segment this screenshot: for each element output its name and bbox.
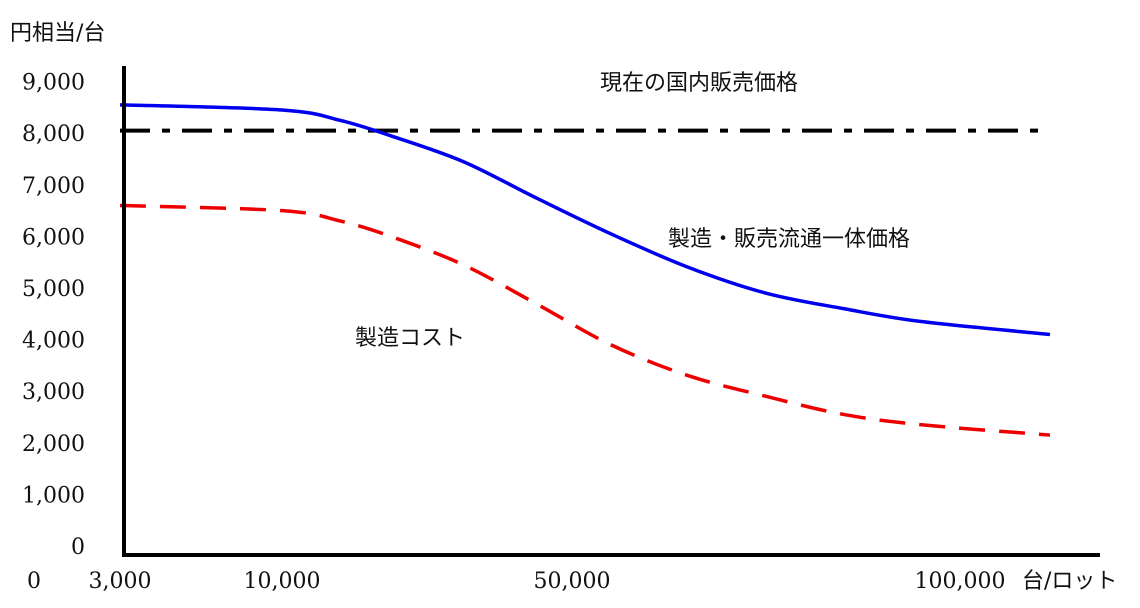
y-tick-label: 0 [71, 535, 85, 560]
y-axis-ticks: 0 1,000 2,000 3,000 4,000 5,000 6,000 7,000 8,00… [22, 71, 85, 560]
x-tick-label: 0 [27, 569, 41, 594]
x-tick-label: 50,000 [534, 569, 611, 594]
y-tick-label: 1,000 [22, 483, 85, 508]
series-solid-line [119, 103, 1051, 337]
y-tick-label: 3,000 [22, 380, 85, 405]
x-tick-label: 100,000 [915, 569, 1006, 594]
series-layer [119, 103, 1051, 437]
y-axis-unit-label: 円相当/台 [10, 21, 105, 46]
y-tick-label: 7,000 [22, 174, 85, 199]
y-tick-label: 8,000 [22, 122, 85, 147]
x-axis-unit-label: 台/ロット [1022, 569, 1117, 594]
x-axis-ticks: 0 3,000 10,000 50,000 100,000 [27, 569, 1005, 594]
y-tick-label: 4,000 [22, 329, 85, 354]
x-tick-label: 10,000 [244, 569, 321, 594]
y-tick-label: 6,000 [22, 225, 85, 250]
x-tick-label: 3,000 [89, 569, 152, 594]
y-tick-label: 2,000 [22, 432, 85, 457]
y-tick-label: 9,000 [22, 71, 85, 96]
series-label: 現在の国内販売価格 [600, 71, 798, 96]
series-label: 製造・販売流通一体価格 [668, 227, 910, 252]
series-label: 製造コスト [355, 326, 465, 351]
series-dashed-line [119, 203, 1051, 437]
y-tick-label: 5,000 [22, 277, 85, 302]
